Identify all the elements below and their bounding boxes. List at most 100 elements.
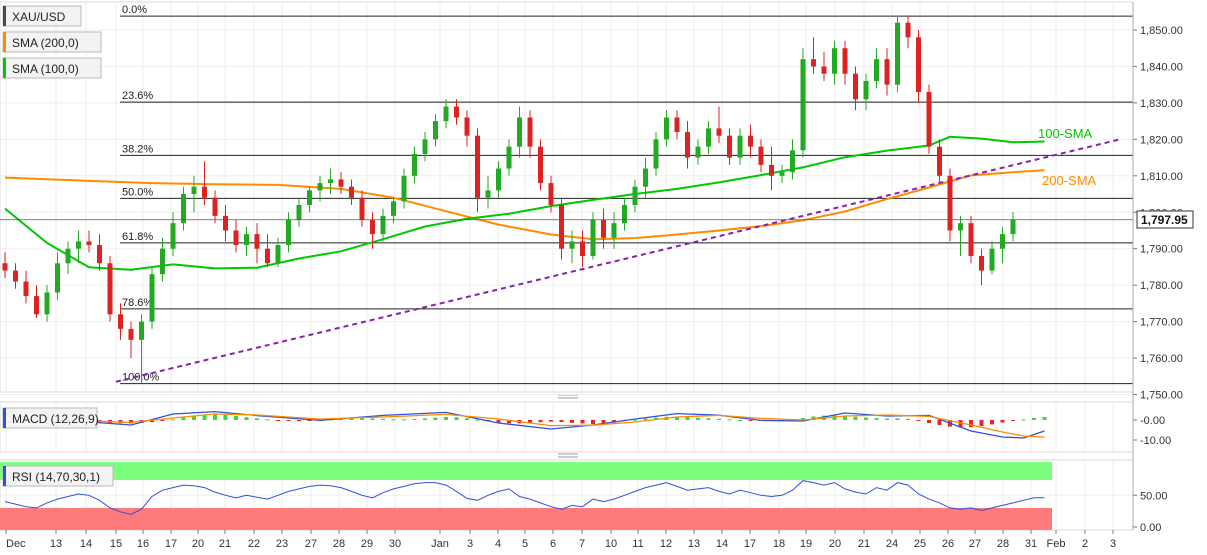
x-tick-label: 25 (914, 538, 926, 550)
candle (307, 186, 312, 213)
candle (55, 252, 60, 300)
macd-hist-bar (307, 420, 312, 421)
fib-label: 61.8% (122, 231, 153, 243)
candle-body (527, 117, 533, 147)
x-tick-label: 20 (192, 538, 204, 550)
macd-hist-bar (391, 419, 396, 421)
macd-hist-bar (643, 418, 648, 420)
x-tick-label: 27 (969, 538, 981, 550)
candle-body (275, 245, 281, 264)
candle (643, 157, 648, 198)
candle (790, 139, 795, 180)
legend-macd[interactable]: MACD (12,26,9) (2, 407, 99, 429)
macd-hist-bar (969, 420, 973, 427)
candle (916, 30, 921, 103)
candle (412, 146, 417, 184)
candle (44, 285, 50, 322)
macd-hist-bar (454, 417, 459, 420)
y-tick-label: 1,820.00 (1140, 134, 1183, 146)
candle (706, 121, 711, 154)
candle (275, 237, 281, 267)
candle (727, 128, 732, 165)
candle-body (506, 146, 512, 169)
candle-body (947, 175, 953, 231)
candle-body (107, 263, 113, 315)
candle (926, 84, 932, 154)
rsi-tick-label: 50.00 (1140, 490, 1168, 502)
candle (937, 139, 942, 184)
y-tick-label: 1,750.00 (1140, 390, 1183, 402)
trendline-support (115, 138, 1121, 383)
macd-hist-bar (129, 420, 133, 424)
fib-label: 38.2% (122, 143, 153, 155)
macd-hist-bar (423, 418, 427, 420)
macd-hist-bar (990, 420, 994, 425)
candle (1010, 212, 1016, 242)
y-tick-label: 1,770.00 (1140, 317, 1183, 329)
candle (433, 113, 438, 147)
macd-signal-line (4, 413, 1045, 438)
candle (65, 241, 71, 275)
candle (590, 212, 596, 260)
candle (548, 175, 554, 213)
candle (989, 241, 995, 275)
candle-body (842, 48, 848, 74)
y-tick-label: 1,850.00 (1140, 25, 1183, 37)
legend-symbol[interactable]: XAU/USD (2, 5, 82, 27)
candle-body (895, 22, 900, 85)
candle-body (128, 328, 134, 340)
macd-hist-bar (885, 418, 889, 420)
annotation-200-sma: 200-SMA (1042, 173, 1097, 188)
candle (632, 179, 638, 213)
macd-hist-bar (832, 415, 837, 420)
candle (328, 168, 333, 195)
macd-hist-bar (570, 420, 574, 423)
candle-body (412, 153, 417, 176)
macd-hist-bar (265, 419, 270, 421)
candle-body (517, 117, 522, 147)
candles-layer (0, 15, 1133, 384)
candle (569, 230, 575, 264)
y-tick-label: 1,810.00 (1140, 171, 1183, 183)
candle-body (160, 248, 165, 275)
fib-label: 0.0% (122, 4, 147, 16)
candle (517, 106, 522, 158)
candle (559, 197, 564, 260)
macd-hist-bar (412, 419, 417, 420)
candle (842, 40, 848, 85)
candle (527, 110, 533, 158)
candle-body (727, 135, 732, 158)
candle-body (97, 245, 102, 264)
macd-hist-bar (559, 420, 564, 422)
x-tick-label: 28 (333, 538, 345, 550)
x-tick-label: 13 (688, 538, 700, 550)
legend-symbol-label: XAU/USD (12, 10, 66, 24)
candle (97, 234, 102, 271)
macd-hist-bar (843, 416, 847, 420)
x-tick-label: 21 (858, 538, 870, 550)
x-tick-label: 12 (660, 538, 672, 550)
candle-body (643, 168, 648, 187)
x-tick-label: 6 (550, 538, 556, 550)
macd-hist-bar (381, 418, 385, 420)
candle (863, 73, 869, 111)
x-tick-label: Dec (6, 538, 26, 550)
macd-hist-bar (706, 418, 711, 420)
legend-sma100[interactable]: SMA (100,0) (2, 57, 102, 79)
panel-resize-handle[interactable] (558, 453, 578, 458)
candle (895, 15, 900, 92)
candle-body (926, 91, 932, 147)
legend-sma200[interactable]: SMA (200,0) (2, 31, 102, 53)
candle (811, 37, 816, 74)
candle-body (65, 248, 71, 264)
candle (338, 172, 344, 195)
macd-hist-bar (444, 417, 448, 420)
candle-body (716, 128, 722, 136)
candle-body (181, 194, 186, 224)
candle (464, 110, 470, 147)
legend-rsi[interactable]: RSI (14,70,30,1) (2, 465, 114, 487)
macd-hist-bar (738, 420, 742, 421)
x-tick-label: 30 (389, 538, 401, 550)
macd-hist-bar (402, 419, 406, 421)
candle-body (338, 179, 344, 187)
